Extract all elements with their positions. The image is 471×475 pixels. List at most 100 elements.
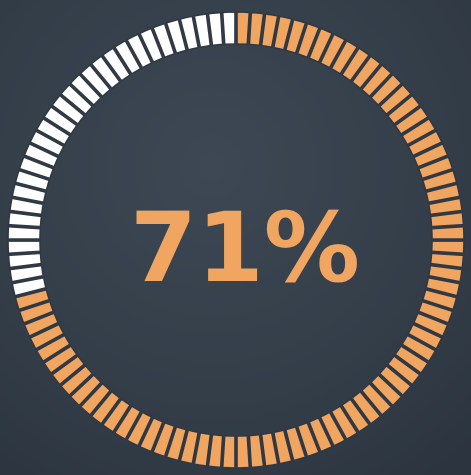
progress-segment <box>417 155 454 180</box>
progress-segment <box>427 197 463 216</box>
progress-segment <box>207 433 224 469</box>
progress-segment <box>308 416 334 453</box>
progress-segment <box>319 411 347 447</box>
progress-segment <box>330 404 359 441</box>
progress-segment <box>260 13 279 49</box>
track-segment <box>7 211 43 228</box>
progress-segment <box>221 434 236 469</box>
ring <box>7 11 465 469</box>
track-segment <box>221 11 236 46</box>
progress-segment <box>260 431 279 467</box>
progress-segment <box>59 364 94 397</box>
track-segment <box>14 169 51 192</box>
progress-segment <box>138 416 164 453</box>
track-segment <box>7 225 42 240</box>
track-segment <box>9 197 45 216</box>
progress-segment <box>429 211 465 228</box>
track-segment <box>29 129 65 157</box>
progress-segment <box>400 334 437 363</box>
progress-segment <box>248 433 265 469</box>
progress-segment <box>394 344 430 375</box>
track-segment <box>18 155 55 180</box>
progress-segment <box>412 142 449 168</box>
progress-segment <box>330 39 359 76</box>
progress-segment <box>113 404 142 441</box>
progress-segment <box>35 334 72 363</box>
progress-segment <box>193 431 212 467</box>
progress-segment <box>350 390 382 425</box>
progress-segment <box>430 240 465 255</box>
progress-segment <box>407 323 443 351</box>
progress-segment <box>284 18 307 55</box>
track-segment <box>7 240 42 255</box>
progress-segment <box>90 390 122 425</box>
progress-segment <box>427 264 463 283</box>
progress-segment <box>386 94 421 126</box>
track-segment <box>79 63 112 98</box>
progress-segment <box>340 46 371 82</box>
progress-segment <box>417 300 454 325</box>
track-segment <box>151 22 176 59</box>
progress-segment <box>14 288 51 311</box>
progress-segment <box>425 276 461 297</box>
progress-segment <box>151 421 176 458</box>
progress-segment <box>378 83 413 116</box>
progress-segment <box>236 11 251 46</box>
progress-segment <box>284 425 307 462</box>
track-segment <box>23 142 60 168</box>
track-segment <box>101 46 132 82</box>
track-segment <box>7 252 43 269</box>
progress-segment <box>386 354 421 386</box>
progress-segment <box>394 105 430 136</box>
track-segment <box>193 13 212 49</box>
track-segment <box>179 15 200 51</box>
track-segment <box>138 27 164 64</box>
progress-segment <box>272 429 293 465</box>
progress-segment <box>308 27 334 64</box>
progress-segment <box>165 425 188 462</box>
track-segment <box>165 18 188 55</box>
progress-segment <box>272 15 293 51</box>
track-segment <box>59 83 94 116</box>
progress-segment <box>296 22 321 59</box>
progress-segment <box>236 434 251 469</box>
progress-segment <box>400 117 437 146</box>
percent-label: 71% <box>130 192 360 304</box>
progress-segment <box>421 288 458 311</box>
progress-segment <box>369 73 403 107</box>
progress-segment <box>69 373 103 407</box>
progress-segment <box>125 411 153 447</box>
progress-segment <box>42 344 78 375</box>
track-segment <box>9 264 45 283</box>
progress-segment <box>51 354 86 386</box>
progress-segment <box>429 252 465 269</box>
progress-segment <box>430 225 465 240</box>
track-segment <box>51 94 86 126</box>
progress-segment <box>296 421 321 458</box>
progress-segment <box>79 382 112 417</box>
progress-segment <box>101 398 132 434</box>
progress-segment <box>360 382 393 417</box>
track-segment <box>90 55 122 90</box>
progress-segment <box>319 33 347 69</box>
track-segment <box>11 276 47 297</box>
progress-segment <box>350 55 382 90</box>
progress-segment <box>369 373 403 407</box>
track-segment <box>69 73 103 107</box>
progress-segment <box>425 183 461 204</box>
track-segment <box>125 33 153 69</box>
track-segment <box>113 39 142 76</box>
progress-segment <box>421 169 458 192</box>
track-segment <box>11 183 47 204</box>
progress-segment <box>360 63 393 98</box>
progress-segment <box>412 312 449 338</box>
track-segment <box>42 105 78 136</box>
progress-segment <box>29 323 65 351</box>
progress-segment <box>23 312 60 338</box>
track-segment <box>207 11 224 47</box>
progress-segment <box>378 364 413 397</box>
progress-segment <box>407 129 443 157</box>
track-segment <box>35 117 72 146</box>
